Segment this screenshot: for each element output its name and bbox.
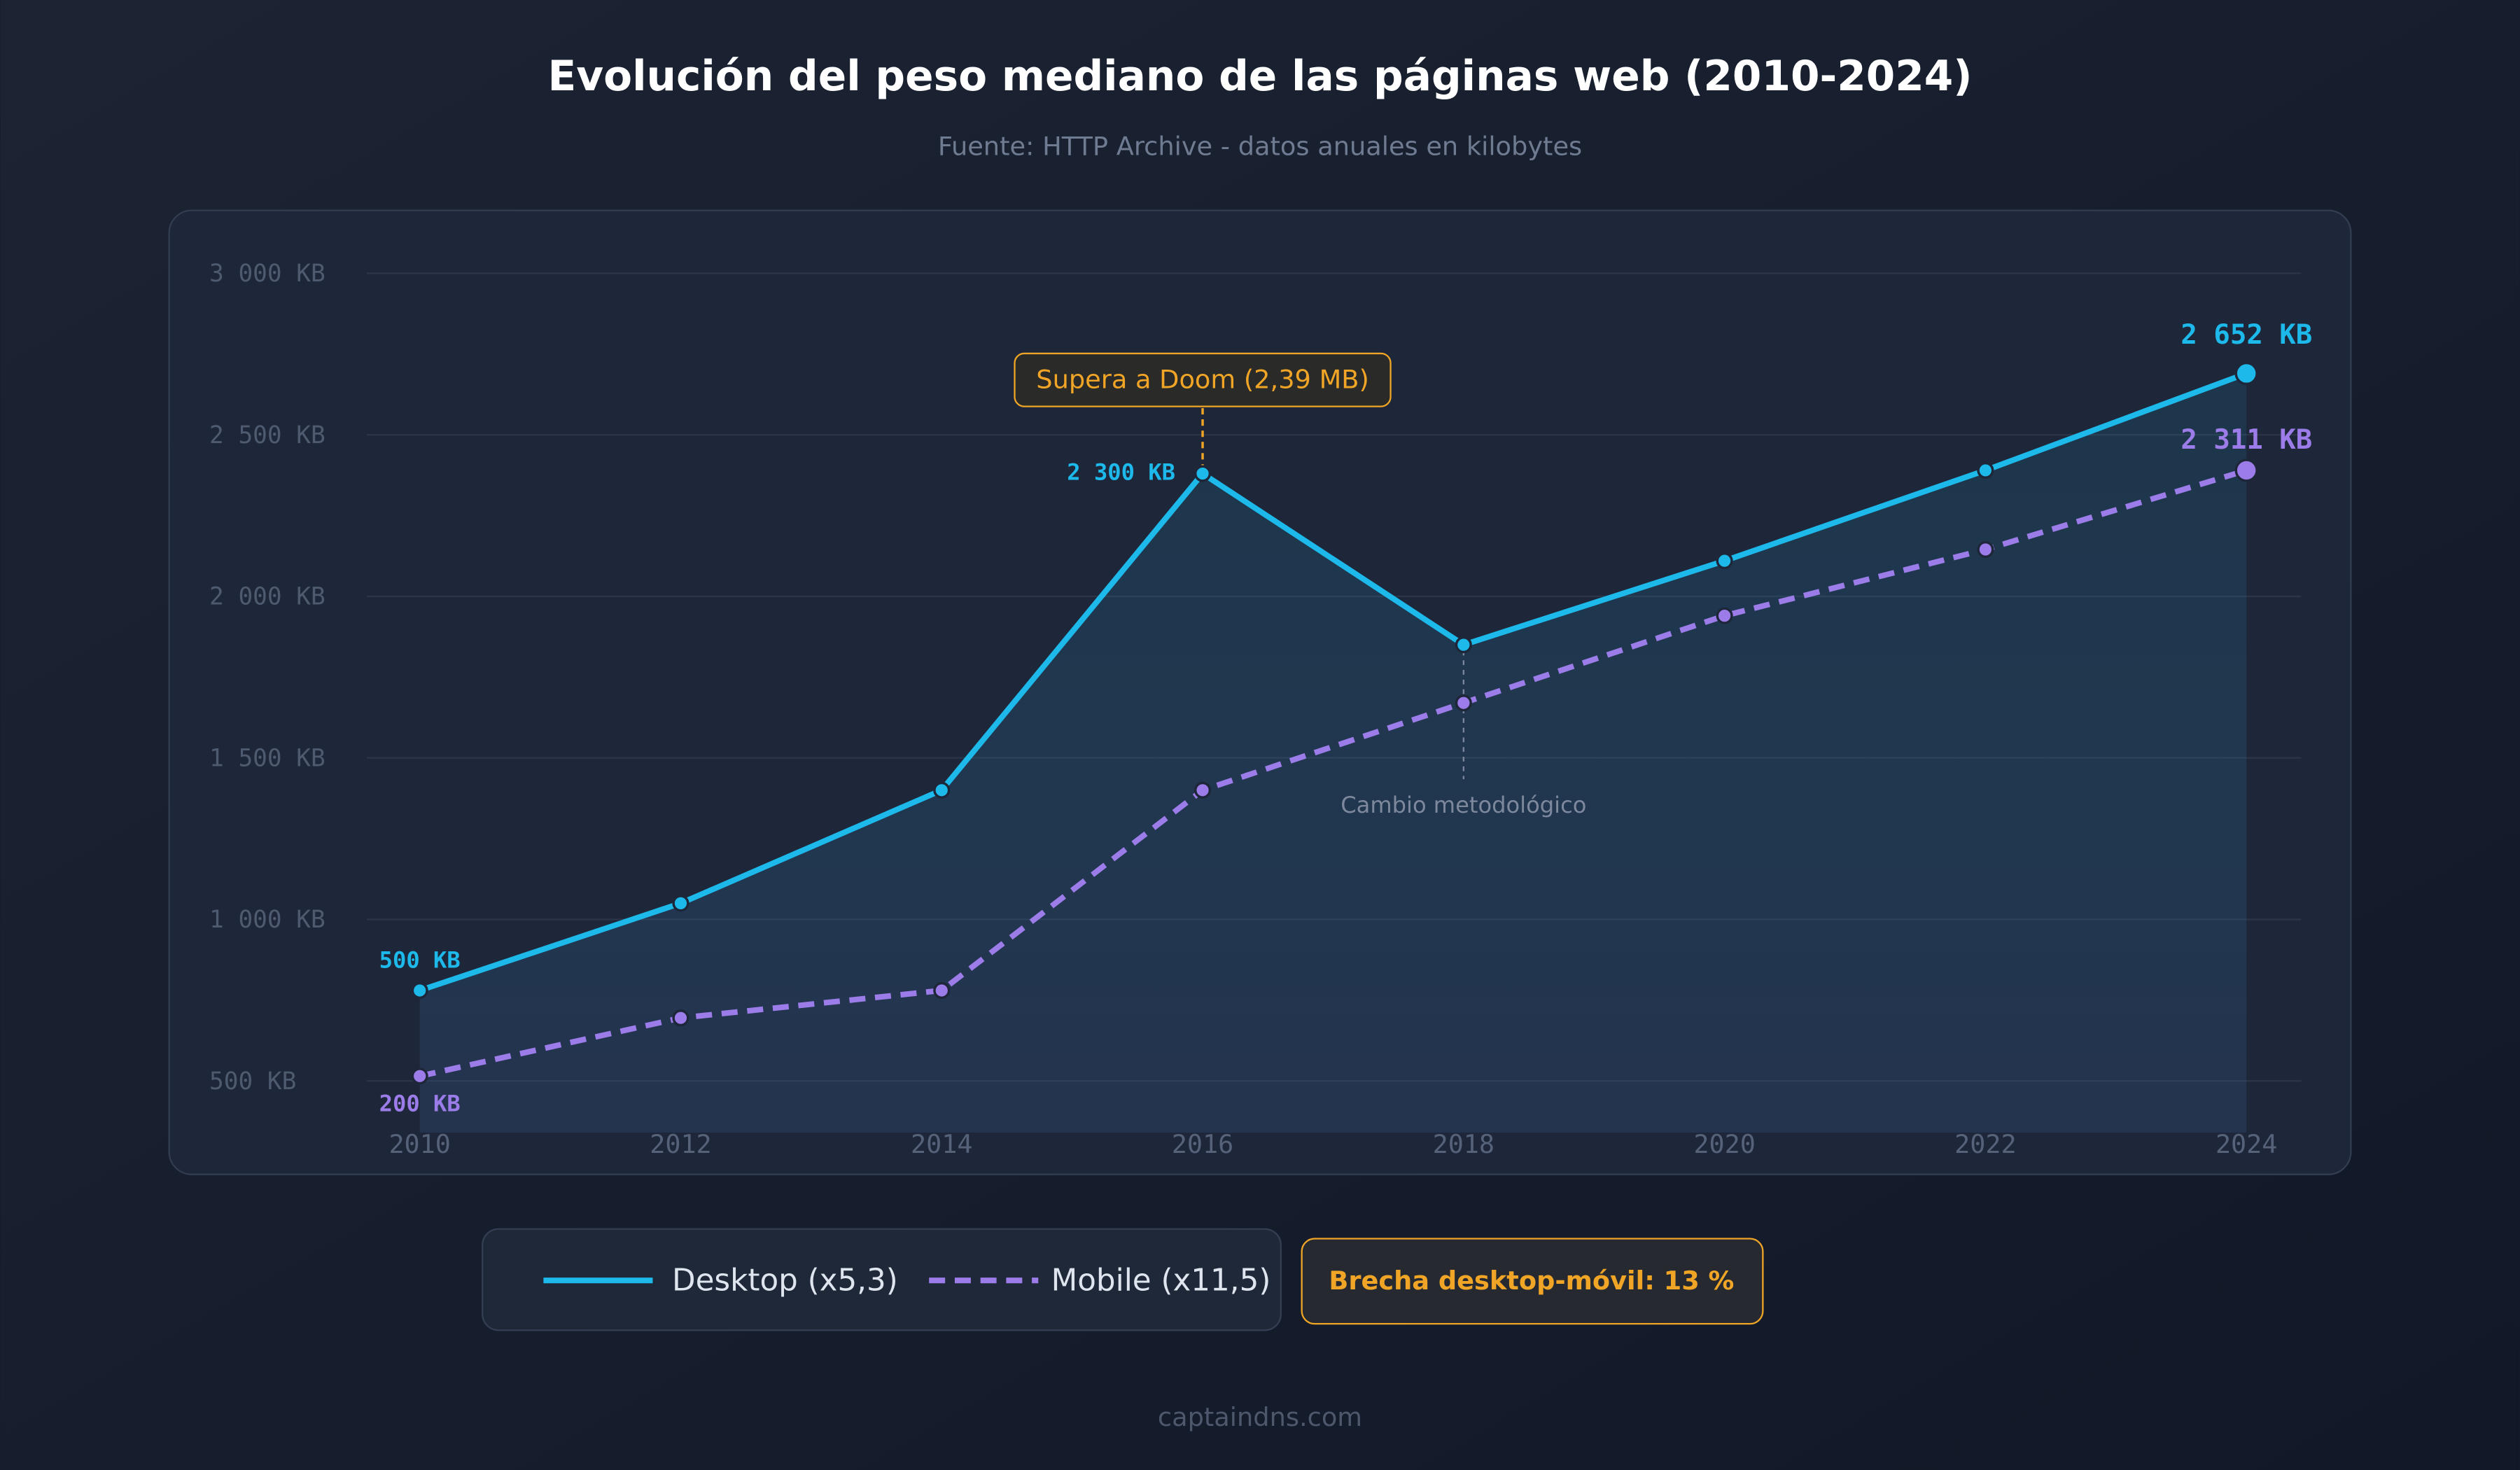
- y-tick-label: 3 000 KB: [209, 260, 326, 288]
- data-point: [2234, 361, 2258, 386]
- data-point: [2234, 458, 2258, 482]
- x-tick-label: 2010: [388, 1129, 450, 1159]
- annotation-text: Supera a Doom (2,39 MB): [1036, 364, 1369, 394]
- data-point: [1194, 465, 1212, 482]
- data-point: [1455, 694, 1472, 712]
- point-label: 2 652 KB: [2180, 319, 2312, 351]
- data-point: [672, 895, 690, 912]
- legend-label: Desktop (x5,3): [672, 1263, 898, 1298]
- series-line: [419, 468, 2248, 1079]
- point-label: 500 KB: [379, 947, 461, 974]
- data-point: [933, 981, 951, 1000]
- data-point: [411, 981, 428, 1000]
- x-tick-label: 2018: [1433, 1129, 1494, 1159]
- area: [419, 373, 2247, 1133]
- y-tick-label: 2 500 KB: [209, 421, 326, 449]
- point-label: 2 311 KB: [2180, 424, 2312, 456]
- data-point: [1977, 461, 1994, 479]
- x-tick-label: 2020: [1693, 1129, 1755, 1159]
- data-point: [672, 1009, 690, 1027]
- legend-label: Mobile (x11,5): [1051, 1263, 1271, 1298]
- legend-box: [482, 1228, 1282, 1331]
- y-tick-label: 1 500 KB: [209, 744, 326, 772]
- gap-badge-text: Brecha desktop-móvil: 13 %: [1329, 1266, 1734, 1296]
- data-point: [933, 781, 951, 799]
- x-tick-label: 2022: [1954, 1129, 2016, 1159]
- x-tick-label: 2024: [2216, 1129, 2277, 1159]
- footer: captaindns.com: [1158, 1402, 1362, 1432]
- series-line: [419, 370, 2248, 993]
- y-tick-label: 1 000 KB: [209, 906, 326, 934]
- x-tick-label: 2012: [650, 1129, 711, 1159]
- annotation-text: Cambio metodológico: [1340, 792, 1586, 818]
- data-point: [1977, 540, 1994, 559]
- gap-badge: [1301, 1238, 1764, 1325]
- point-label: 200 KB: [379, 1091, 461, 1117]
- data-point: [1455, 636, 1472, 654]
- annotation-box: [1014, 352, 1392, 407]
- data-point: [411, 1068, 428, 1085]
- data-point: [1716, 552, 1733, 570]
- y-tick-label: 500 KB: [209, 1068, 296, 1096]
- x-tick-label: 2014: [911, 1129, 972, 1159]
- chart-title: Evolución del peso mediano de las página…: [547, 52, 1972, 101]
- point-label: 2 300 KB: [1067, 459, 1175, 486]
- data-point: [1194, 781, 1212, 799]
- x-tick-label: 2016: [1172, 1129, 1233, 1159]
- data-point: [1716, 607, 1733, 624]
- y-tick-label: 2 000 KB: [209, 583, 326, 611]
- chart-subtitle: Fuente: HTTP Archive - datos anuales en …: [938, 132, 1582, 162]
